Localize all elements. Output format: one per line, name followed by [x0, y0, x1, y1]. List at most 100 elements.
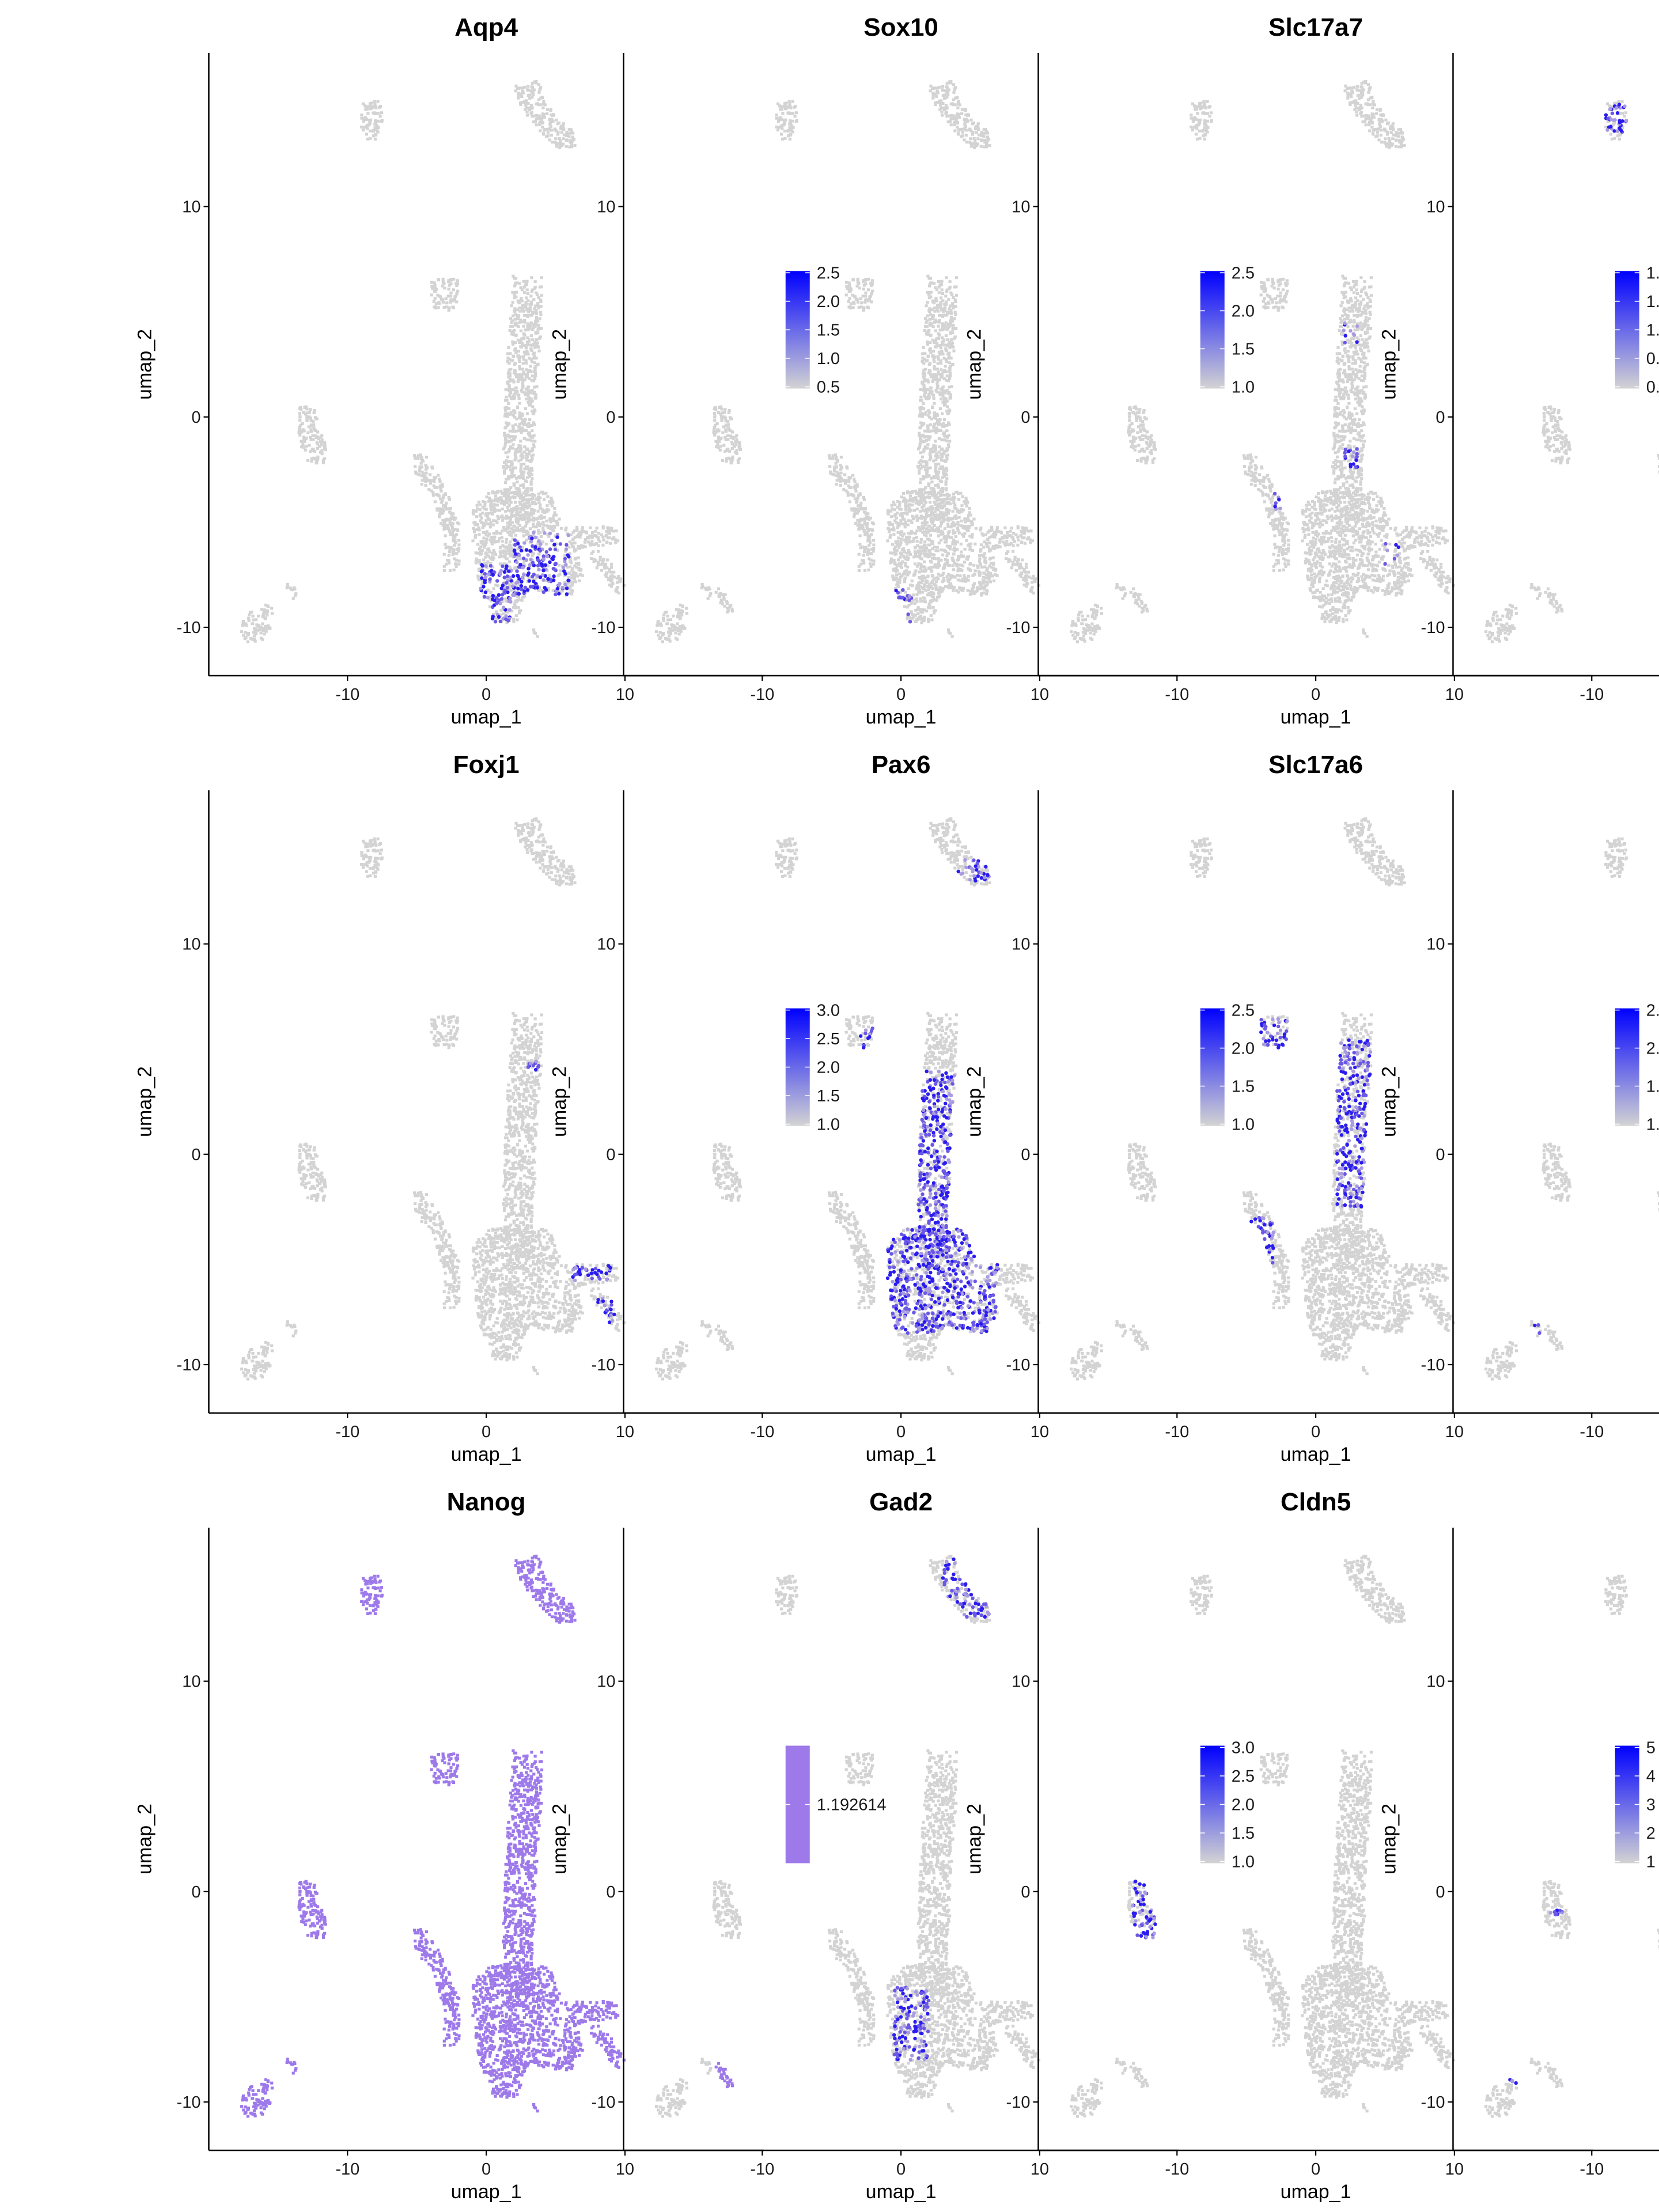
y-axis-label: umap_2 [963, 1066, 985, 1137]
expressing-cell [516, 586, 520, 590]
expressing-cell [944, 1101, 948, 1105]
expressing-cell [1355, 1192, 1359, 1196]
expressing-cell [903, 1241, 908, 1245]
expressing-cell [901, 588, 905, 592]
colorbar-label: 3 [1646, 1796, 1656, 1815]
expressing-cell [896, 1260, 900, 1264]
expressing-cell [1340, 1062, 1344, 1066]
expressing-cell [491, 573, 495, 577]
expressing-cell [980, 1319, 984, 1323]
expressing-cell [580, 1266, 585, 1270]
expressing-cell [533, 1067, 538, 1072]
expressing-cell [1337, 1197, 1341, 1201]
expressing-cell [918, 1225, 922, 1229]
expressing-cell [482, 585, 486, 589]
expressing-cell [886, 1249, 891, 1253]
expressing-cell [1358, 1101, 1362, 1105]
x-tick-label: 10 [1445, 1423, 1464, 1441]
expressing-cell [1342, 1146, 1346, 1150]
expressing-cell [1395, 553, 1399, 557]
expressing-cell [1253, 1217, 1257, 1221]
expressing-cell [517, 553, 521, 557]
x-tick-label: 0 [482, 2160, 491, 2179]
expressing-cell [1349, 1195, 1353, 1199]
expressing-cell [1618, 120, 1622, 124]
expressing-cell [929, 1185, 933, 1189]
x-axis-label: umap_1 [1281, 1444, 1351, 1465]
expressing-cell [922, 1123, 926, 1128]
expressing-cell [908, 1256, 913, 1260]
expressing-cell [940, 1077, 944, 1082]
expressing-cell [546, 554, 550, 559]
expressing-cell [1366, 1063, 1370, 1068]
x-tick-label: 0 [1311, 2160, 1320, 2179]
expressing-cell [933, 1282, 937, 1286]
expressing-cell [910, 1240, 914, 1244]
expressing-cell [551, 578, 556, 582]
expressing-cell [564, 547, 569, 551]
expressing-cell [923, 1291, 927, 1296]
expressing-cell [1348, 1082, 1353, 1086]
expressing-cell [903, 1315, 907, 1319]
expressing-cell [573, 1278, 577, 1282]
expressing-cell [946, 1149, 950, 1153]
colorbar-bar [1200, 1008, 1225, 1126]
y-tick-label: 0 [1435, 408, 1445, 427]
expressing-cell [1362, 1083, 1367, 1087]
y-tick-label: 0 [1021, 1883, 1030, 1902]
expressing-cell [917, 1239, 922, 1244]
colorbar-label: 2.5 [1232, 1002, 1255, 1020]
expressing-cell [899, 1268, 903, 1272]
expressing-cell [929, 1255, 933, 1259]
x-tick-label: -10 [1580, 2160, 1604, 2179]
expressing-cell [1385, 548, 1389, 552]
colorbar: 2.5 2.0 1.5 1.0 0.5 [785, 264, 840, 397]
expressing-cell [983, 1615, 987, 1619]
expressing-cell [922, 2004, 927, 2009]
expressing-cell [947, 1238, 951, 1242]
x-tick-label: 10 [1445, 685, 1464, 704]
expressing-cell [941, 1267, 945, 1271]
expressing-cell [1344, 1123, 1348, 1127]
expressing-cell [1392, 556, 1397, 561]
expressing-cell [482, 594, 487, 599]
expressing-cell [925, 1257, 929, 1262]
expressing-cell [524, 558, 529, 562]
expressing-cell [937, 1187, 941, 1191]
expressing-cell [931, 1324, 935, 1328]
expressing-cell [926, 2029, 930, 2033]
expressing-cell [944, 1209, 948, 1213]
y-tick-label: 0 [1021, 1146, 1030, 1164]
panel-cldn5: Cldn5 -10 0 10 -10 0 10 umap_1 umap_2 5 4 3 2 1 [963, 1488, 1655, 2203]
expressing-cell [552, 555, 556, 559]
umap-points [1484, 1574, 1659, 2118]
expressing-cell [1355, 447, 1359, 451]
expressing-cell [929, 1271, 933, 1275]
expressing-cell [1274, 501, 1278, 505]
expressing-cell [1335, 1089, 1339, 1093]
expressing-cell [536, 558, 540, 562]
expressing-cell [930, 1217, 934, 1221]
expressing-cell [960, 1247, 964, 1251]
expressing-cell [1394, 543, 1398, 547]
expressing-cell [1335, 1177, 1339, 1181]
x-tick-label: -10 [750, 685, 774, 704]
expressing-cell [491, 593, 495, 598]
y-tick-label: 0 [1435, 1883, 1445, 1902]
expressing-cell [1359, 1204, 1363, 1208]
expressing-cell [925, 1172, 929, 1176]
expressing-cell [1612, 129, 1616, 133]
expressing-cell [960, 1582, 964, 1586]
expressing-cell [924, 1306, 928, 1310]
expressing-cell [1354, 1160, 1358, 1164]
expressing-cell [983, 876, 987, 880]
expressing-cell [925, 2002, 929, 2006]
expressing-cell [1347, 1097, 1351, 1101]
expressing-cell [960, 1241, 964, 1245]
expressing-cell [957, 1235, 961, 1239]
expressing-cell [948, 1320, 952, 1324]
y-axis-label: umap_2 [134, 329, 156, 400]
expressing-cell [903, 1328, 908, 1332]
expressing-cell [949, 1075, 954, 1080]
expressing-cell [565, 586, 569, 590]
